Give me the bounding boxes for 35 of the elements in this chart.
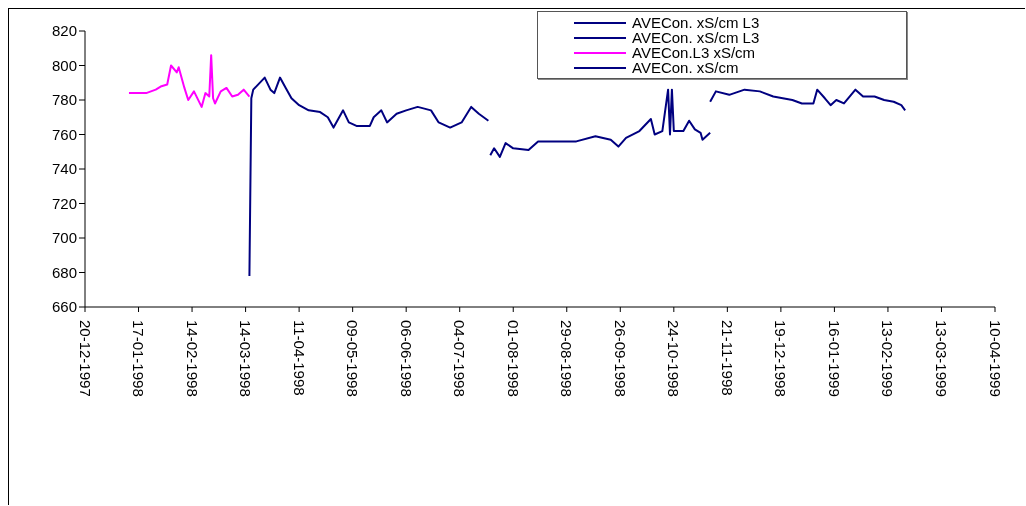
x-tick-label: 16-01-1999 [825,320,843,397]
y-tick-label: 780 [51,91,77,109]
x-tick-label: 19-12-1998 [772,320,790,397]
x-tick-label: 06-06-1998 [397,320,415,397]
x-tick-label: 09-05-1998 [344,320,362,397]
y-tick-label: 700 [51,229,77,247]
line-series [489,88,712,158]
x-tick-label: 04-07-1998 [451,320,469,397]
x-tick-label: 26-09-1998 [611,320,629,397]
x-tick-label: 21-11-1998 [718,320,736,396]
y-tick-label: 760 [51,125,77,143]
y-tick-label: 680 [51,263,77,281]
line-series [248,76,490,277]
line-series [709,88,907,112]
legend-label: AVECon. xS/cm L3 [632,14,760,31]
legend-label: AVECon.L3 xS/cm [632,44,756,61]
y-tick-label: 720 [51,194,77,212]
line-series [127,54,251,108]
x-tick-label: 17-01-1998 [130,320,148,397]
y-tick-label: 820 [51,22,77,40]
x-tick-label: 11-04-1998 [290,320,308,396]
y-tick-label: 740 [51,160,77,178]
y-tick-label: 660 [51,298,77,316]
x-tick-label: 14-03-1998 [237,320,255,397]
x-tick-label: 20-12-1997 [76,320,94,397]
x-tick-label: 10-04-1999 [986,320,1004,397]
x-tick-label: 01-08-1998 [504,320,522,397]
x-tick-label: 13-02-1999 [879,320,897,397]
x-tick-label: 24-10-1998 [665,320,683,397]
x-tick-label: 14-02-1998 [183,320,201,397]
y-tick-label: 800 [51,56,77,74]
x-tick-label: 29-08-1998 [558,320,576,397]
x-tick-label: 13-03-1999 [932,320,950,397]
legend-label: AVECon. xS/cm [632,59,739,76]
legend-label: AVECon. xS/cm L3 [632,29,760,46]
